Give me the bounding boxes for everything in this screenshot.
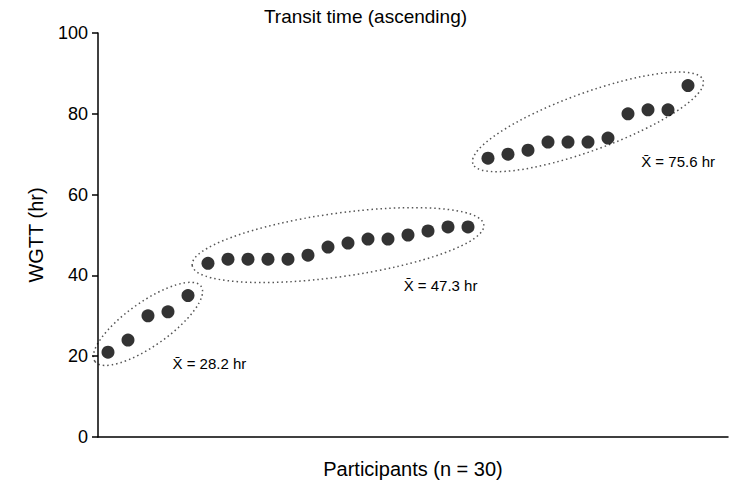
svg-text:X̄ = 47.3 hr: X̄ = 47.3 hr — [404, 277, 478, 294]
svg-text:Participants (n = 30): Participants (n = 30) — [323, 458, 503, 480]
svg-text:Transit time (ascending): Transit time (ascending) — [264, 6, 467, 27]
svg-text:X̄ = 28.2 hr: X̄ = 28.2 hr — [172, 355, 246, 372]
svg-text:20: 20 — [68, 346, 88, 366]
svg-text:80: 80 — [68, 104, 88, 124]
svg-text:100: 100 — [58, 23, 88, 43]
svg-text:60: 60 — [68, 185, 88, 205]
svg-text:X̄ = 75.6 hr: X̄ = 75.6 hr — [641, 153, 715, 170]
svg-text:40: 40 — [68, 265, 88, 285]
svg-text:WGTT (hr): WGTT (hr) — [25, 187, 47, 282]
svg-text:0: 0 — [78, 427, 88, 447]
